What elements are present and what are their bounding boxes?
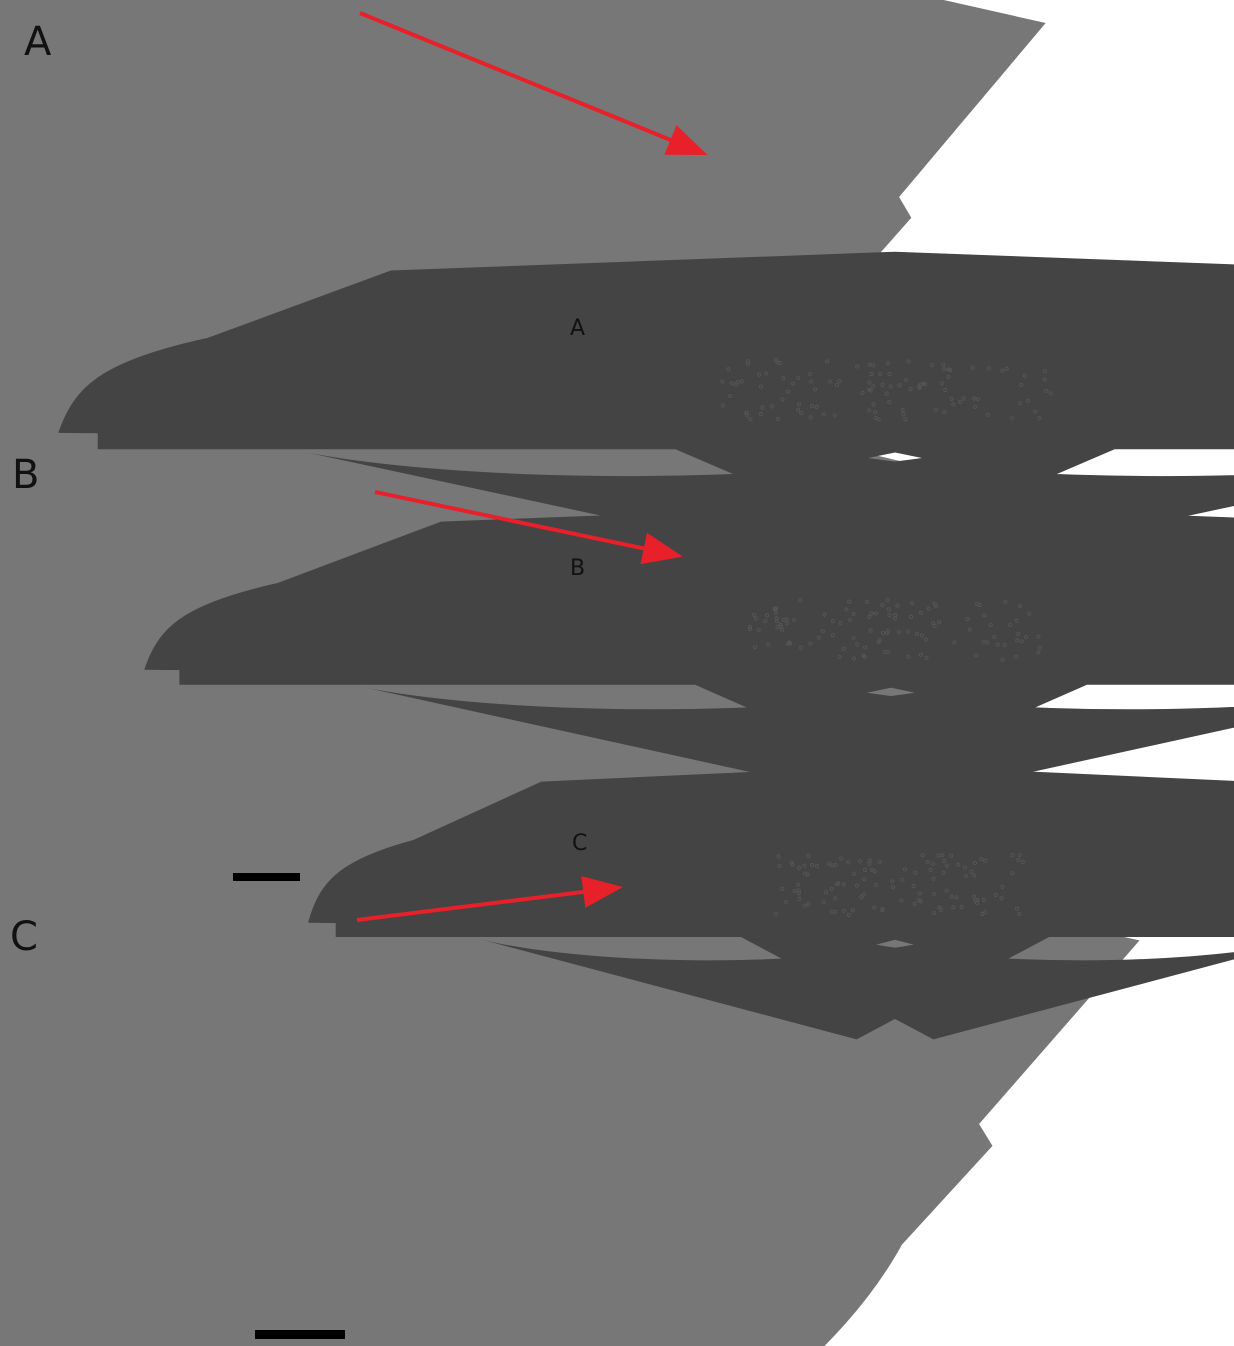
- frontal-detail-c: [660, 842, 1130, 937]
- panel-label: C: [10, 914, 38, 960]
- figure: A B C A B C: [0, 0, 1234, 1346]
- frontal-detail-a: [560, 340, 1230, 449]
- carapace-c: [8, 939, 586, 1313]
- frontal-detail-b: [592, 585, 1190, 685]
- panel-label: A: [24, 19, 52, 65]
- detail-label: A: [570, 316, 585, 341]
- detail-label: C: [572, 831, 587, 856]
- scale-bar: [255, 1330, 345, 1339]
- panel-label: B: [12, 452, 39, 498]
- scale-bar: [233, 873, 300, 881]
- detail-label: B: [570, 556, 585, 581]
